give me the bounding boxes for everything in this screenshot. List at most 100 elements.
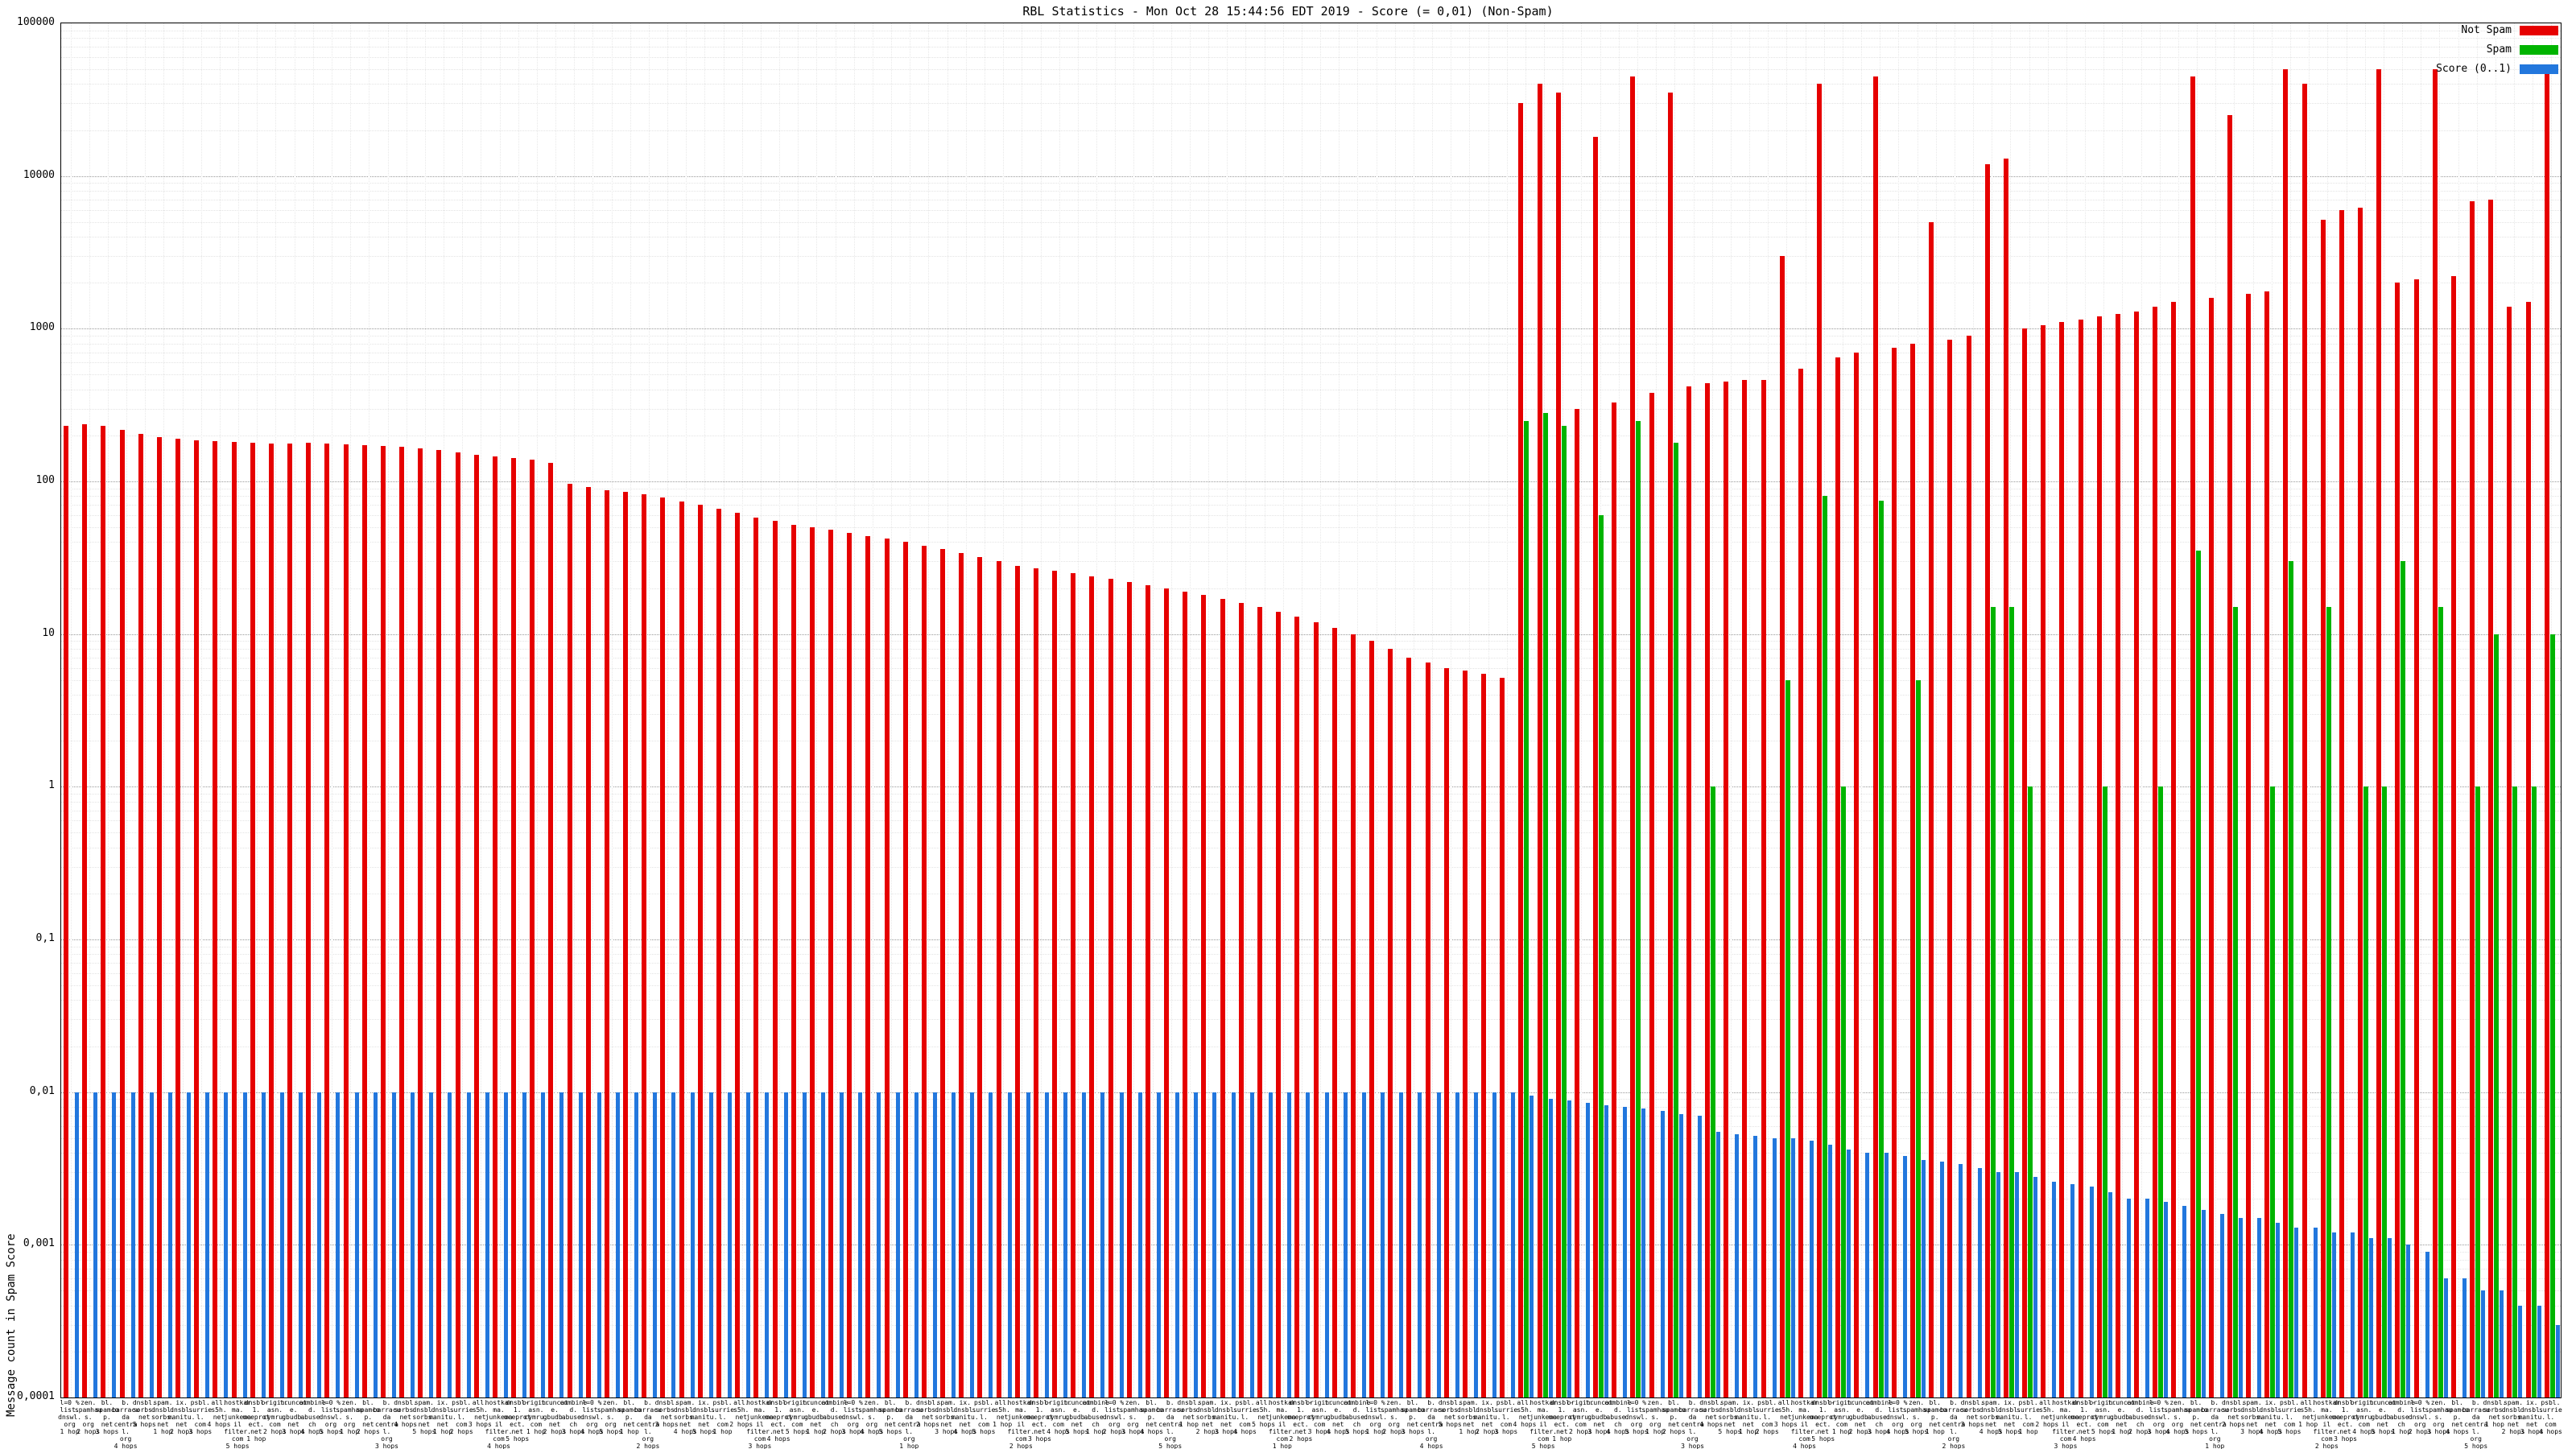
bar-spam <box>1542 413 1548 1397</box>
x-tick-label: dnsbl-1. uceprotect. net 5 hops <box>1809 1399 1837 1443</box>
bar-score <box>1492 1092 1497 1397</box>
bar-score <box>2481 1290 2486 1397</box>
bar-not-spam <box>697 505 703 1397</box>
x-tick-label: dnsbl. sorbs. net 2 hops <box>2222 1399 2245 1428</box>
bar-score <box>391 1092 396 1397</box>
gridline-vertical <box>947 23 948 1397</box>
bar-spam <box>1990 607 1996 1397</box>
gridline-vertical <box>312 23 314 1397</box>
gridline-major <box>61 481 2561 482</box>
bar-not-spam <box>1984 163 1990 1397</box>
bar-not-spam <box>642 494 647 1397</box>
bar-score <box>1641 1108 1646 1397</box>
gridline-vertical <box>1394 23 1396 1397</box>
bar-score <box>1026 1092 1030 1397</box>
x-tick-label: zen. spamhaus. org 3 hops <box>1119 1399 1147 1435</box>
bar-spam <box>1915 679 1921 1397</box>
bar-spam <box>1636 420 1641 1397</box>
bar-score <box>783 1092 788 1397</box>
bar-score <box>1959 1163 1963 1397</box>
bar-spam <box>2475 786 2481 1397</box>
x-tick-label: psbl. surriel. com 1 hop <box>2017 1399 2041 1435</box>
gridline-vertical <box>1282 23 1284 1397</box>
bar-score <box>2537 1305 2541 1397</box>
bar-not-spam <box>1909 343 1915 1397</box>
gridline-vertical <box>853 23 855 1397</box>
bar-score <box>1977 1167 1982 1397</box>
bar-not-spam <box>791 524 796 1397</box>
x-tick-label: all. s5h. net 3 hops <box>468 1399 492 1428</box>
gridline-vertical <box>2159 23 2161 1397</box>
bar-not-spam <box>2190 76 2195 1397</box>
bar-score <box>1212 1092 1217 1397</box>
x-tick-label: l=0 % list. dnswl. org 2 hops <box>2408 1399 2432 1435</box>
bar-not-spam <box>996 561 1001 1397</box>
bar-spam <box>2512 786 2518 1397</box>
bar-score <box>1473 1092 1478 1397</box>
x-tick-label: ix. dnsbl. manitu. net 1 hop <box>429 1399 456 1435</box>
bar-not-spam <box>2134 311 2140 1397</box>
gridline-vertical <box>1730 23 1732 1397</box>
x-tick-label: dnsbl. sorbs. net 2 hops <box>916 1399 939 1428</box>
y-tick-label: 0,0001 <box>17 1390 55 1402</box>
gridline-vertical <box>2215 23 2217 1397</box>
gridline-vertical <box>126 23 128 1397</box>
bar-score <box>615 1092 620 1397</box>
x-tick-label: origin. asn. cymru. com 4 hops <box>2350 1399 2378 1435</box>
y-tick-label: 1 <box>48 779 55 792</box>
x-tick-label: bl. spamcop. net 2 hops <box>1662 1399 1686 1435</box>
bar-not-spam <box>1052 570 1058 1397</box>
bar-not-spam <box>324 443 330 1397</box>
bar-not-spam <box>436 450 442 1397</box>
x-tick-label: origin. asn. cymru. com 5 hops <box>783 1399 811 1435</box>
gridline-vertical <box>928 23 930 1397</box>
gridline-vertical <box>2476 23 2478 1397</box>
gridline-vertical <box>387 23 389 1397</box>
gridline-minor <box>61 57 2561 59</box>
gridline-vertical <box>1357 23 1359 1397</box>
bar-score <box>2219 1213 2224 1397</box>
bar-score <box>2443 1278 2448 1397</box>
bar-not-spam <box>2283 69 2289 1397</box>
bar-score <box>187 1092 192 1397</box>
gridline-minor <box>61 973 2561 975</box>
bar-not-spam <box>156 436 162 1397</box>
x-tick-label: combined. abuse. ch 2 hops <box>820 1399 848 1435</box>
gridline-vertical <box>574 23 576 1397</box>
gridline-vertical <box>1040 23 1042 1397</box>
bar-not-spam <box>1761 380 1766 1397</box>
bar-score <box>1697 1116 1702 1397</box>
x-tick-label: origin. asn. cymru. com 1 hop <box>522 1399 550 1435</box>
gridline-minor <box>61 1305 2561 1307</box>
bar-score <box>224 1092 229 1397</box>
bar-not-spam <box>1313 621 1319 1397</box>
bar-score <box>1249 1092 1254 1397</box>
bar-score <box>130 1092 135 1397</box>
x-tick-label: dnsbl-1. uceprotect. net 3 hops <box>1026 1399 1054 1443</box>
bar-score <box>1007 1092 1012 1397</box>
gridline-vertical <box>1208 23 1210 1397</box>
x-tick-label: all. s5h. net 1 hop <box>2298 1399 2318 1428</box>
gridline-major <box>61 328 2561 330</box>
bar-score <box>653 1092 658 1397</box>
gridline-minor <box>61 1290 2561 1292</box>
x-tick-label: bl. spamcop. net 5 hops <box>878 1399 902 1435</box>
gridline-minor <box>61 1019 2561 1021</box>
gridline-minor <box>61 1324 2561 1326</box>
bar-not-spam <box>380 446 386 1397</box>
bar-score <box>1623 1107 1628 1397</box>
gridline-vertical <box>1189 23 1191 1397</box>
bar-not-spam <box>175 439 181 1397</box>
bar-score <box>690 1092 695 1397</box>
bar-score <box>559 1092 564 1397</box>
gridline-minor <box>61 1116 2561 1117</box>
x-tick-label: hostkarma. junkemail filter. com 1 hop <box>1268 1399 1296 1449</box>
gridline-minor <box>61 527 2561 529</box>
bar-not-spam <box>1014 565 1020 1397</box>
bar-score <box>1865 1153 1870 1397</box>
bar-not-spam <box>213 440 218 1397</box>
bar-not-spam <box>119 429 125 1397</box>
bar-not-spam <box>2507 306 2512 1397</box>
bar-score <box>970 1092 975 1397</box>
gridline-vertical <box>163 23 165 1397</box>
